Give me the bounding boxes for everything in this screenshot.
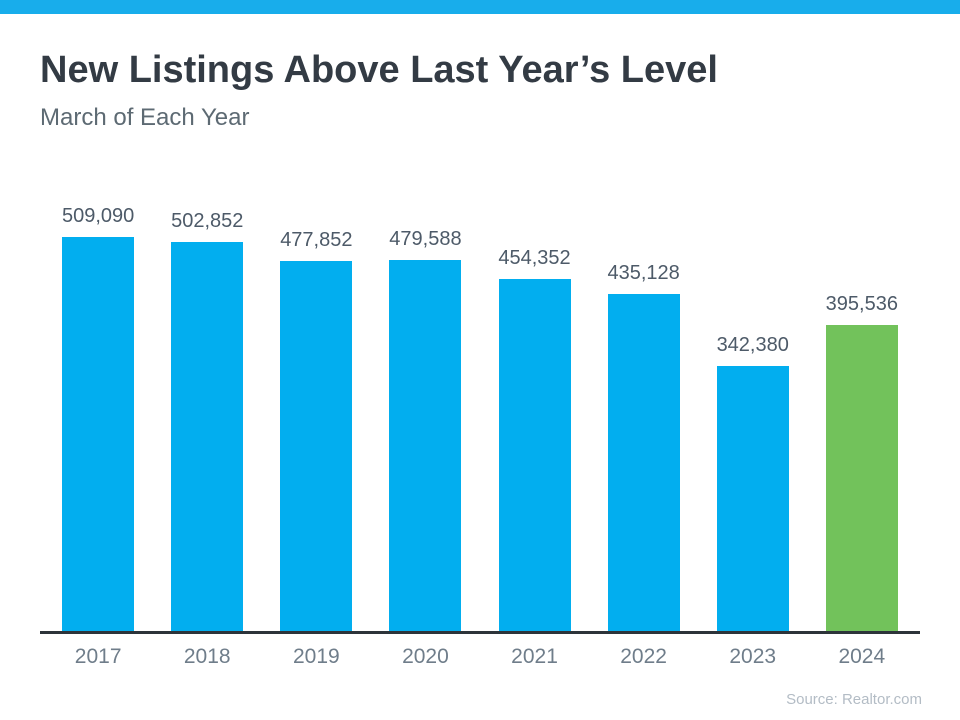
source-credit: Source: Realtor.com (786, 691, 922, 708)
x-axis-tick-label: 2021 (511, 645, 558, 668)
x-axis-tick-label: 2022 (620, 645, 667, 668)
bar-chart: 509,090 2017 502,852 2018 477,852 2019 479,588… (40, 170, 920, 678)
bar-column: 509,090 2017 (62, 205, 134, 678)
bar-value-label: 479,588 (389, 228, 462, 250)
bar-value-label: 509,090 (62, 205, 135, 227)
page-subtitle: March of Each Year (40, 103, 250, 131)
bar-2021 (498, 279, 571, 631)
page-title: New Listings Above Last Year’s Level (40, 49, 718, 91)
x-axis-tick-label: 2019 (292, 645, 340, 668)
bar-2020 (389, 260, 462, 631)
header: New Listings Above Last Year’s Level Mar… (40, 14, 920, 132)
x-axis-tick-label: 2023 (729, 645, 777, 668)
bar-column: 342,380 2023 (717, 334, 789, 678)
x-axis-tick-label: 2024 (838, 645, 886, 668)
bar-value-label: 395,536 (825, 293, 898, 315)
accent-strip (0, 0, 960, 14)
x-axis-tick-label: 2018 (183, 645, 231, 668)
chart-columns: 509,090 2017 502,852 2018 477,852 2019 479,588… (40, 170, 920, 678)
bar-column: 479,588 2020 (389, 228, 461, 678)
bar-value-label: 477,852 (280, 229, 353, 251)
x-axis-tick-label: 2020 (402, 645, 449, 668)
x-axis-line (40, 631, 920, 634)
bar-2017 (62, 237, 135, 631)
bar-value-label: 502,852 (171, 210, 244, 232)
bar-2022 (607, 294, 680, 631)
bar-column: 477,852 2019 (280, 229, 352, 678)
bar-value-label: 454,352 (498, 247, 571, 269)
bar-2024 (825, 325, 898, 631)
bar-value-label: 435,128 (607, 262, 680, 284)
bar-2019 (280, 261, 353, 631)
bar-column: 395,536 2024 (826, 293, 898, 678)
bar-2018 (171, 242, 244, 631)
bar-value-label: 342,380 (716, 334, 789, 356)
bar-column: 435,128 2022 (607, 262, 679, 678)
bar-column: 502,852 2018 (171, 210, 243, 678)
bar-column: 454,352 2021 (498, 247, 570, 678)
bar-2023 (716, 366, 789, 631)
x-axis-tick-label: 2017 (74, 645, 122, 668)
